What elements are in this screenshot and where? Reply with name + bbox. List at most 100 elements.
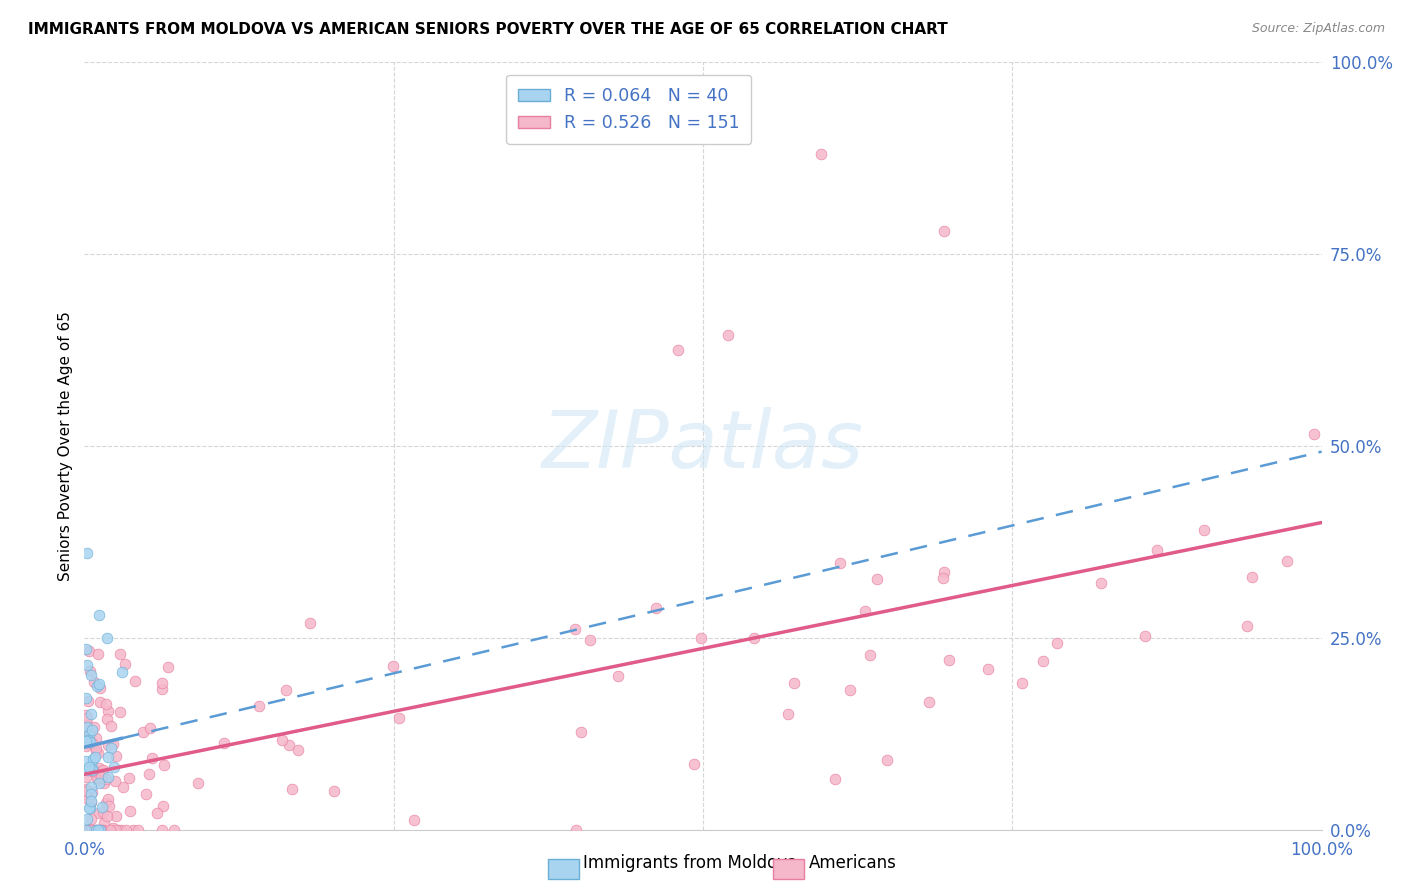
Point	[1236, 619, 1258, 633]
Point	[76, 546, 98, 560]
Point	[80, 707, 103, 722]
Point	[82, 822, 104, 837]
Point	[108, 647, 131, 661]
Point	[97, 750, 120, 764]
Point	[89, 768, 111, 782]
Point	[187, 776, 209, 790]
Point	[76, 791, 98, 805]
Point	[918, 695, 941, 709]
Point	[80, 763, 103, 777]
Point	[824, 772, 846, 786]
Point	[1192, 524, 1215, 538]
Point	[76, 822, 98, 837]
Point	[853, 604, 876, 618]
Point	[76, 733, 98, 747]
Point	[110, 822, 132, 837]
Text: Americans: Americans	[808, 855, 897, 872]
Point	[108, 705, 131, 719]
Point	[212, 736, 235, 750]
Point	[153, 758, 176, 772]
Point	[84, 731, 107, 745]
Point	[810, 147, 832, 161]
Point	[82, 723, 104, 737]
Point	[77, 737, 100, 751]
Point	[100, 741, 122, 756]
Point	[76, 764, 98, 778]
Point	[79, 665, 101, 679]
Text: ZIPatlas: ZIPatlas	[541, 407, 865, 485]
Point	[80, 780, 103, 795]
Point	[80, 761, 103, 775]
Point	[84, 822, 107, 837]
Point	[84, 741, 107, 756]
Text: Immigrants from Moldova: Immigrants from Moldova	[583, 855, 797, 872]
Point	[80, 736, 103, 750]
Point	[152, 675, 174, 690]
Point	[77, 822, 100, 837]
Point	[717, 327, 740, 342]
Point	[83, 675, 105, 690]
Point	[276, 683, 298, 698]
Point	[132, 725, 155, 739]
Point	[866, 572, 889, 586]
Point	[91, 764, 114, 778]
Point	[1241, 569, 1264, 583]
Text: Source: ZipAtlas.com: Source: ZipAtlas.com	[1251, 22, 1385, 36]
Point	[87, 822, 110, 837]
Point	[114, 657, 136, 672]
Point	[93, 805, 115, 819]
Point	[76, 720, 98, 734]
Point	[932, 570, 955, 584]
Point	[977, 661, 1000, 675]
Point	[75, 734, 97, 748]
Point	[77, 644, 100, 658]
Point	[135, 787, 157, 801]
Point	[90, 769, 112, 783]
Point	[76, 812, 98, 826]
Point	[382, 658, 405, 673]
Point	[104, 822, 127, 837]
Point	[80, 822, 103, 837]
Point	[77, 728, 100, 742]
Point	[79, 667, 101, 681]
Point	[80, 795, 103, 809]
Point	[876, 753, 898, 767]
Point	[118, 804, 141, 818]
Point	[666, 343, 689, 358]
Point	[744, 631, 766, 645]
Point	[1032, 654, 1054, 668]
Point	[150, 681, 173, 696]
Point	[100, 822, 122, 837]
Point	[163, 822, 186, 837]
Point	[298, 615, 321, 630]
Point	[104, 809, 127, 823]
Point	[75, 782, 97, 797]
Point	[1046, 636, 1069, 650]
Point	[1135, 629, 1157, 643]
Point	[77, 784, 100, 798]
Point	[77, 759, 100, 773]
Point	[91, 822, 114, 837]
Point	[150, 822, 173, 837]
Point	[124, 673, 146, 688]
Point	[79, 735, 101, 749]
Point	[90, 771, 112, 785]
Text: IMMIGRANTS FROM MOLDOVA VS AMERICAN SENIORS POVERTY OVER THE AGE OF 65 CORRELATI: IMMIGRANTS FROM MOLDOVA VS AMERICAN SENI…	[28, 22, 948, 37]
Point	[80, 794, 103, 808]
Point	[77, 801, 100, 815]
Point	[404, 813, 426, 827]
Point	[76, 711, 98, 725]
Point	[75, 739, 97, 753]
Point	[97, 704, 120, 718]
Point	[858, 648, 880, 663]
Point	[75, 784, 97, 798]
Point	[89, 607, 111, 622]
Point	[564, 623, 586, 637]
Point	[606, 669, 628, 683]
Point	[100, 718, 122, 732]
Point	[96, 712, 118, 726]
Point	[938, 652, 960, 666]
Point	[91, 800, 114, 814]
Legend: R = 0.064   N = 40, R = 0.526   N = 151: R = 0.064 N = 40, R = 0.526 N = 151	[506, 75, 751, 144]
Point	[839, 683, 862, 698]
